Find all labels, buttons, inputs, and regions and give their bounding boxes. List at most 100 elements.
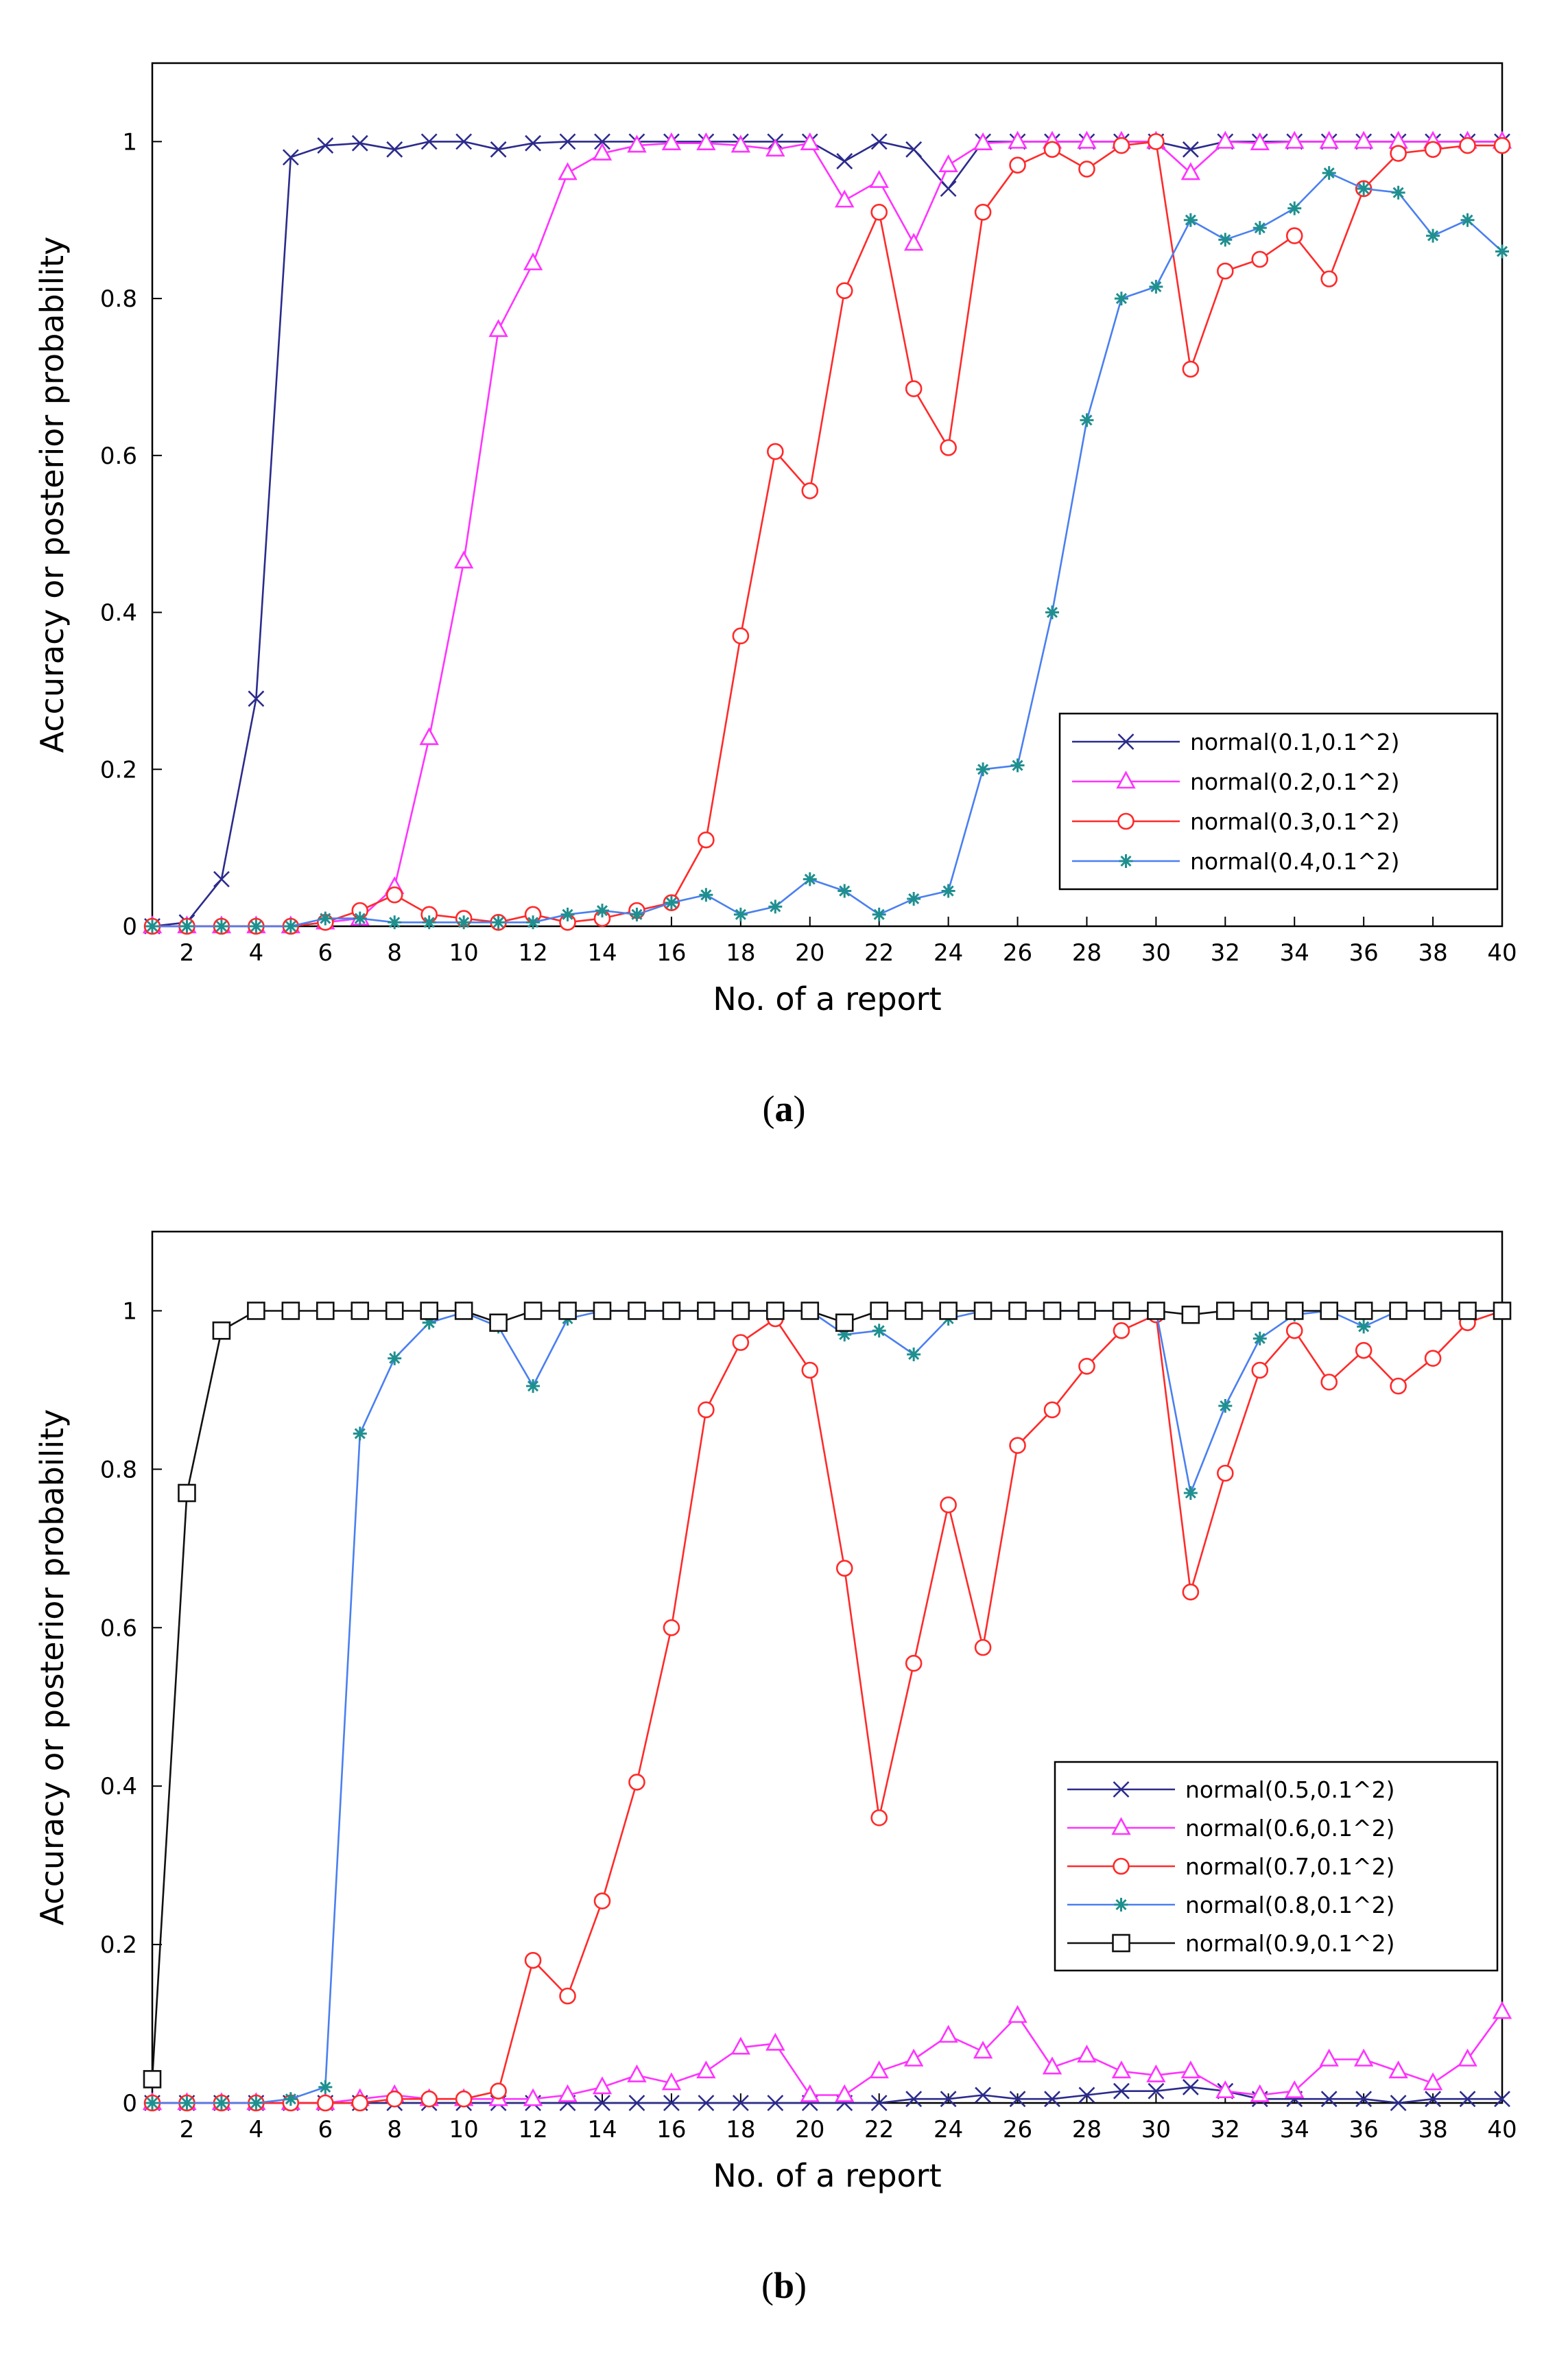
x-tick-label: 32 [1211, 2116, 1240, 2143]
data-point [1319, 2048, 1339, 2067]
legend-label: normal(0.2,0.1^2) [1190, 768, 1399, 795]
data-point [283, 919, 298, 933]
data-point [1320, 1302, 1338, 1320]
data-point [1424, 141, 1442, 158]
x-tick-label: 38 [1418, 939, 1447, 967]
series-line [151, 1310, 1502, 2080]
data-point [974, 203, 992, 221]
data-point [558, 2084, 578, 2102]
data-point [1285, 2080, 1305, 2098]
y-tick-label: 0.8 [100, 285, 137, 313]
data-point [1008, 130, 1027, 149]
x-tick-label: 18 [726, 2116, 755, 2143]
legend-label: normal(0.6,0.1^2) [1185, 1815, 1394, 1842]
y-tick-label: 0.2 [100, 1931, 137, 1959]
chart-b: 2 4 6 8 10 12 14 16 18 20 22 24 26 28 30 32 34 36 38 4000.2… [34, 1230, 1517, 2194]
data-point [1320, 2091, 1338, 2108]
data-point [523, 252, 543, 270]
legend-entry: normal(0.2,0.1^2) [1072, 768, 1399, 795]
data-point [663, 1619, 680, 1636]
data-point [628, 1774, 645, 1791]
legend-marker [1117, 733, 1135, 750]
data-point [732, 627, 750, 645]
data-point [940, 439, 957, 456]
data-point [1044, 2091, 1060, 2108]
x-tick-label: 18 [726, 939, 755, 967]
legend-label: normal(0.5,0.1^2) [1185, 1776, 1394, 1803]
data-point [353, 1426, 367, 1441]
legend-entry: normal(0.3,0.1^2) [1072, 808, 1399, 835]
data-point [1357, 181, 1371, 196]
data-point [1009, 1437, 1026, 1455]
data-point [1216, 1302, 1235, 1320]
x-tick-label: 4 [249, 2116, 264, 2143]
x-tick-label: 6 [318, 939, 333, 967]
data-point [765, 139, 785, 157]
data-point [592, 2076, 613, 2095]
data-point [1182, 360, 1200, 378]
series-line [152, 1310, 1503, 2104]
data-point [212, 1321, 231, 1340]
data-point [353, 911, 367, 926]
data-point [768, 900, 783, 914]
x-tick-label: 34 [1280, 2116, 1309, 2143]
legend-marker [1119, 854, 1133, 868]
data-point [1250, 1302, 1270, 1320]
data-point [766, 1302, 785, 1320]
data-point [870, 2095, 888, 2111]
series-line [152, 1310, 1502, 2104]
data-point [1183, 1486, 1198, 1500]
x-axis-title: No. of a report [713, 2157, 941, 2194]
x-tick-label: 32 [1211, 939, 1240, 967]
series-line [152, 172, 1503, 928]
x-tick-label: 26 [1003, 2116, 1032, 2143]
legend-entry: normal(0.6,0.1^2) [1067, 1815, 1394, 1842]
data-point [317, 2094, 334, 2112]
x-tick-label: 30 [1141, 2116, 1171, 2143]
x-tick-label: 34 [1280, 939, 1309, 967]
data-point [454, 1302, 473, 1320]
data-point [835, 2084, 855, 2102]
data-point [388, 1351, 402, 1365]
data-point [904, 1302, 923, 1320]
x-tick-label: 22 [864, 2116, 894, 2143]
data-point [1148, 2082, 1165, 2100]
x-tick-label: 26 [1003, 939, 1032, 967]
data-point [905, 1654, 923, 1672]
data-point [453, 550, 474, 569]
series-line [152, 2086, 1502, 2104]
data-point [318, 911, 333, 926]
data-point [627, 134, 647, 153]
legend-entry: normal(0.7,0.1^2) [1067, 1853, 1394, 1880]
data-point [559, 1987, 576, 2005]
data-point [316, 1302, 335, 1320]
data-point [422, 915, 436, 930]
chart-a: 2 4 6 8 10 12 14 16 18 20 22 24 26 28 30 32 34 36 38 4000.2… [34, 62, 1517, 1018]
legend-label: normal(0.7,0.1^2) [1185, 1853, 1394, 1880]
data-point [939, 1302, 958, 1320]
legend-entry: normal(0.8,0.1^2) [1067, 1892, 1394, 1918]
data-point [524, 1951, 542, 1969]
data-point [835, 1313, 854, 1332]
data-point [1111, 2060, 1132, 2079]
data-point [730, 2036, 751, 2055]
data-point [938, 2025, 958, 2043]
x-tick-label: 22 [864, 939, 894, 967]
data-point [1287, 201, 1302, 215]
data-point [248, 690, 265, 707]
data-point [870, 203, 888, 221]
data-point [732, 1334, 750, 1351]
data-point [385, 886, 403, 904]
data-point [663, 2095, 680, 2111]
data-point [420, 1302, 438, 1320]
data-point [733, 907, 748, 921]
x-tick-label: 28 [1072, 2116, 1102, 2143]
data-point [180, 919, 194, 933]
data-point [698, 831, 715, 849]
data-point [767, 2095, 784, 2111]
y-tick-label: 1 [122, 1297, 137, 1325]
x-tick-label: 20 [795, 939, 824, 967]
data-point [973, 2041, 993, 2059]
x-tick-label: 36 [1349, 939, 1379, 967]
data-point [558, 1302, 577, 1320]
